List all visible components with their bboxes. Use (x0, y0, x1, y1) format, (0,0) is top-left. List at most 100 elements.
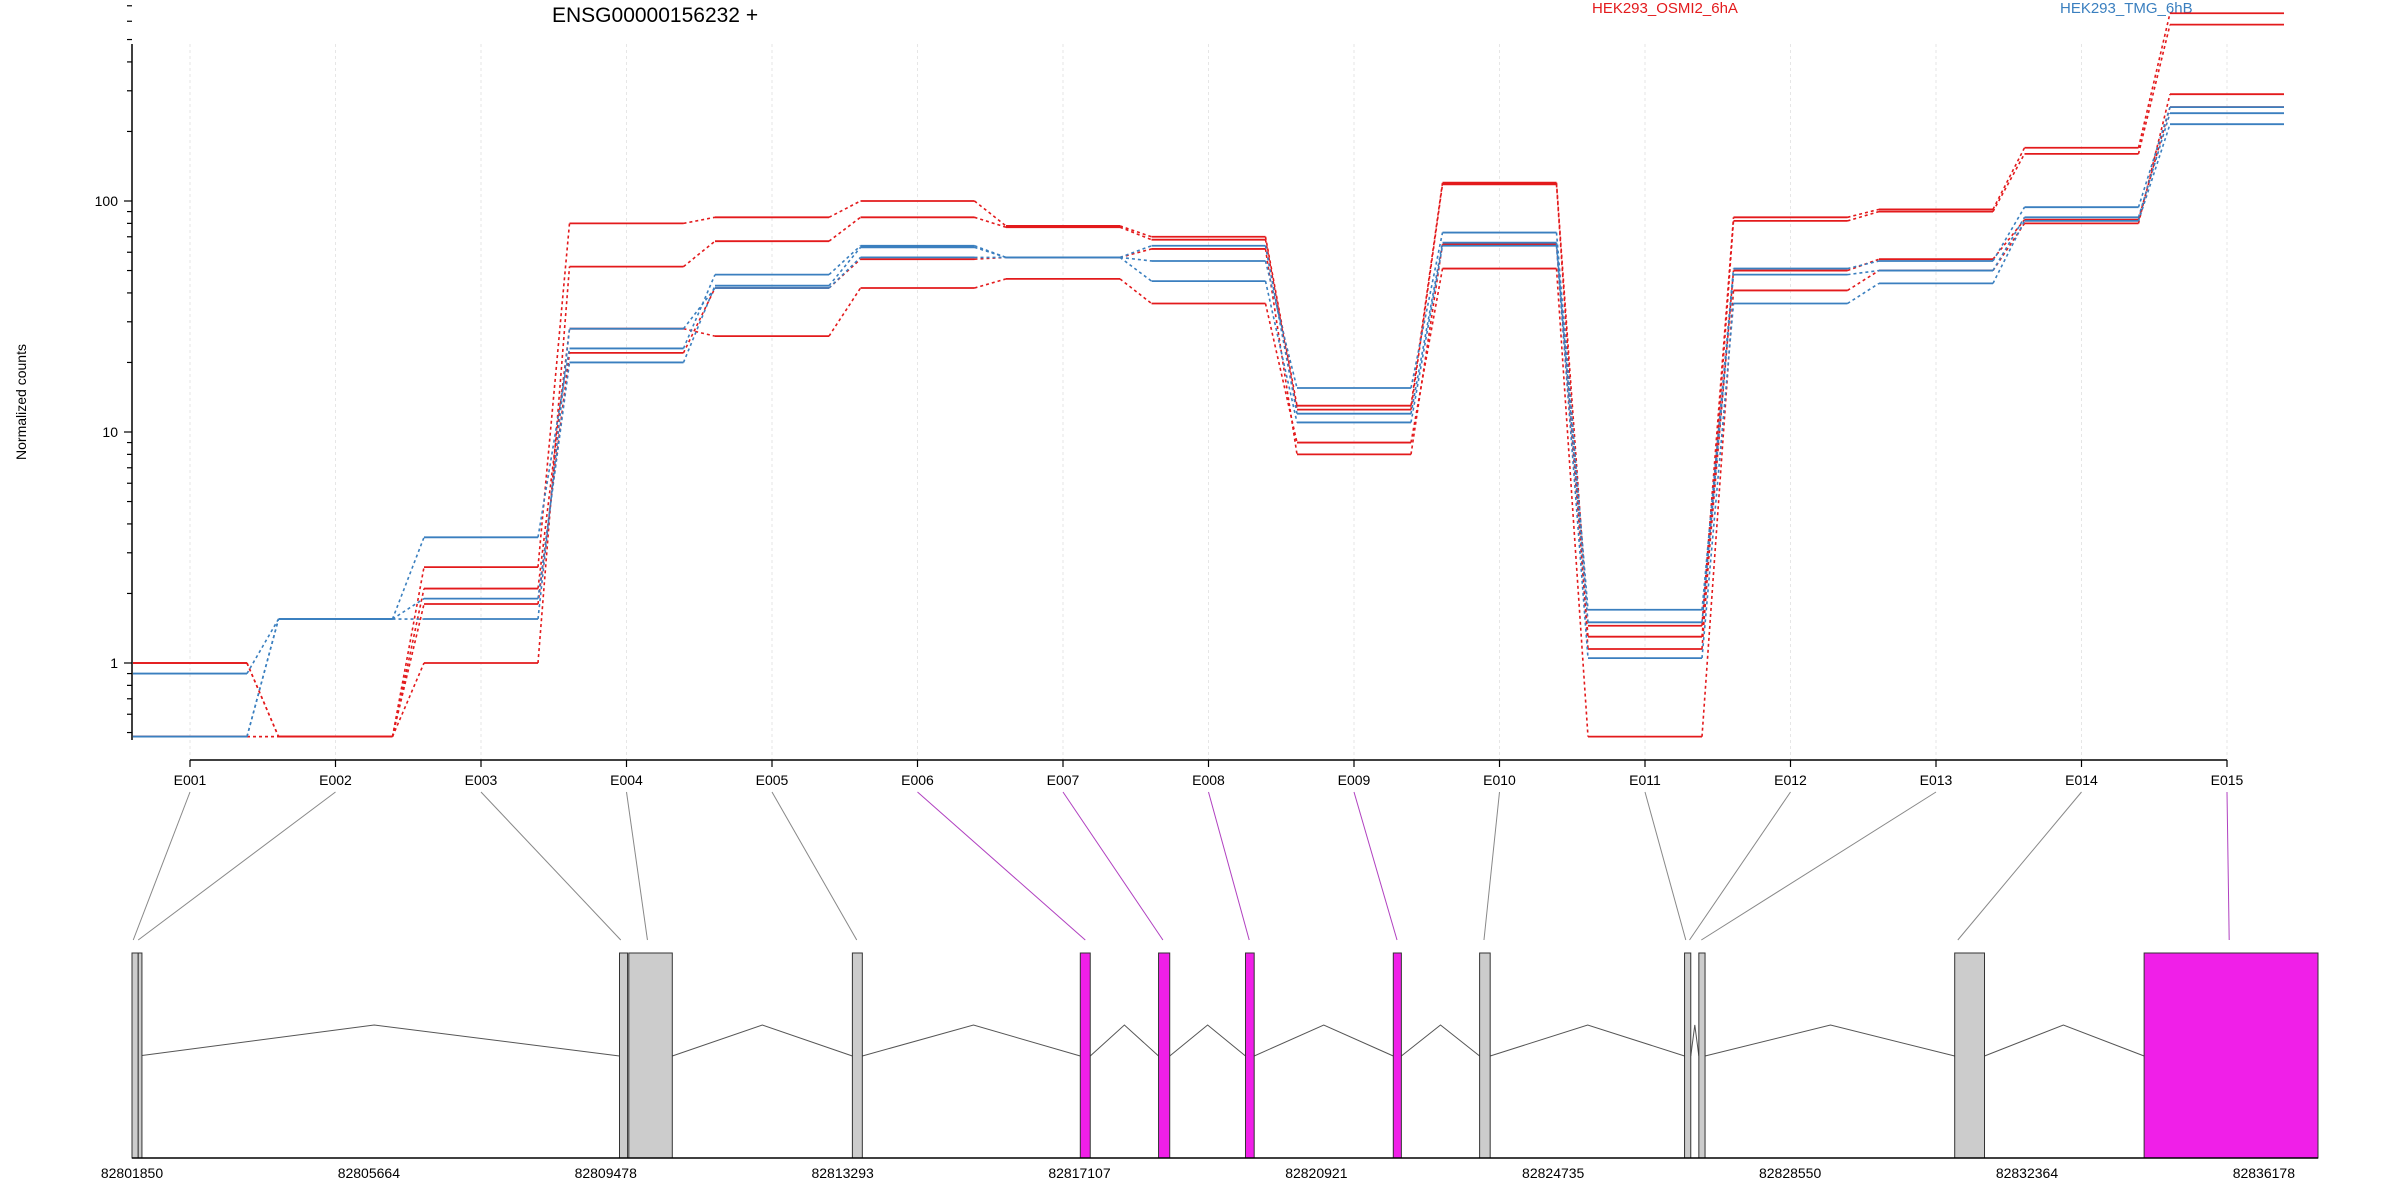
series-connector (1701, 274, 1735, 623)
exon-box (1479, 952, 1491, 1159)
series-connector (2137, 24, 2171, 155)
series-connector (1847, 260, 1880, 270)
exon-box (628, 952, 673, 1159)
series-connector (537, 266, 571, 664)
genomic-tick-label: 82824735 (1522, 1165, 1585, 1181)
series-connector (1992, 147, 2026, 210)
x-ticks: E001 E002 E003 E004 E005 E006 E007 E008 E009 E010… (174, 760, 2244, 788)
x-tick-label: E015 (2211, 772, 2244, 788)
exon-box (137, 952, 143, 1159)
y-tick-label: 1 (110, 655, 118, 671)
series-connector (391, 662, 425, 737)
genomic-tick-label: 82836178 (2233, 1165, 2296, 1181)
series-connector (1264, 239, 1298, 410)
series-connector (1264, 245, 1298, 414)
genomic-tick-label: 82813293 (811, 1165, 874, 1181)
grid-lines (189, 44, 2228, 760)
axes (131, 44, 2227, 761)
series-connector (537, 362, 571, 599)
exon-connector (1483, 791, 1500, 941)
intron-line (1690, 1024, 1700, 1057)
series-connector (1992, 206, 2026, 262)
genomic-tick-label: 82832364 (1996, 1165, 2059, 1181)
x-tick-label: E004 (610, 772, 643, 788)
exon-connector (1701, 791, 1937, 941)
intron-line (1490, 1024, 1685, 1057)
exon-connector (1062, 791, 1164, 941)
intron-line (862, 1024, 1081, 1057)
series-connector (1119, 225, 1152, 238)
series-connector (1264, 280, 1298, 423)
exon-connector (1353, 791, 1398, 941)
exon-connector (1644, 791, 1687, 941)
series-connector (1701, 303, 1735, 659)
x-tick-label: E001 (174, 772, 207, 788)
series-connector (2137, 123, 2171, 222)
x-tick-label: E008 (1192, 772, 1225, 788)
exon-box (1684, 952, 1692, 1159)
genomic-tick-label: 82820921 (1285, 1165, 1348, 1181)
series-connector (1992, 216, 2026, 271)
series-connector (1410, 245, 1444, 423)
series-connector (1119, 245, 1152, 259)
series-connector (1555, 245, 1589, 659)
exon-connector (1689, 791, 1791, 941)
x-tick-label: E009 (1338, 772, 1371, 788)
series-connector (682, 287, 716, 330)
series-connector (246, 618, 280, 737)
series-connector (1847, 208, 1880, 219)
exon-box (131, 952, 139, 1159)
exon-boxes (131, 952, 2319, 1159)
series-connector (974, 246, 1007, 259)
genomic-tick-label: 82809478 (575, 1165, 638, 1181)
series-connector (1847, 258, 1880, 272)
series-connector (391, 537, 425, 620)
exon-connector (771, 791, 858, 941)
series-connector (1847, 282, 1880, 305)
series-connector (1410, 244, 1444, 455)
series-connector (2137, 13, 2171, 148)
series-connector (1555, 268, 1589, 737)
exon-connector (917, 791, 1086, 941)
genomic-tick-label: 82801850 (101, 1165, 164, 1181)
series-connector (1992, 219, 2026, 260)
series-connector (1555, 232, 1589, 610)
intron-line (1253, 1024, 1394, 1057)
series-connector (682, 285, 716, 363)
series-connector (828, 245, 862, 276)
series-connector (828, 200, 861, 219)
series-connector (391, 566, 425, 737)
x-tick-label: E012 (1774, 772, 1807, 788)
genomic-axis: 82801850 82805664 82809478 82813293 82817107… (101, 1157, 2318, 1181)
series-connector (1410, 184, 1444, 410)
series-connector (246, 618, 280, 674)
series-connector (828, 256, 862, 289)
x-tick-label: E006 (901, 772, 934, 788)
x-tick-label: E003 (465, 772, 498, 788)
series-connector (1410, 242, 1444, 414)
y-axis-label: Normalized counts (13, 344, 29, 460)
series-connector (683, 216, 716, 225)
series-connector (537, 348, 571, 538)
series-connector (2137, 112, 2171, 218)
series-connector (828, 246, 862, 287)
x-tick-label: E014 (2065, 772, 2098, 788)
series-connector (391, 588, 425, 737)
legend-label-tmg: HEK293_TMG_6hB (2060, 0, 2193, 17)
series-connector (1119, 256, 1152, 262)
exon-box (2143, 952, 2319, 1159)
series-connector (392, 597, 425, 620)
series-connector (1410, 182, 1444, 406)
y-ticks: 1 10 100 (95, 5, 132, 734)
genomic-tick-label: 82817107 (1048, 1165, 1111, 1181)
series-connector (974, 200, 1007, 227)
exon-box (1079, 952, 1091, 1159)
series-connector (974, 245, 1007, 259)
series-connector (1119, 256, 1152, 282)
x-tick-label: E002 (319, 772, 352, 788)
exon-box (1392, 952, 1402, 1159)
series-connector (828, 216, 861, 242)
exon-connector (626, 791, 648, 941)
series-connector (828, 287, 862, 337)
